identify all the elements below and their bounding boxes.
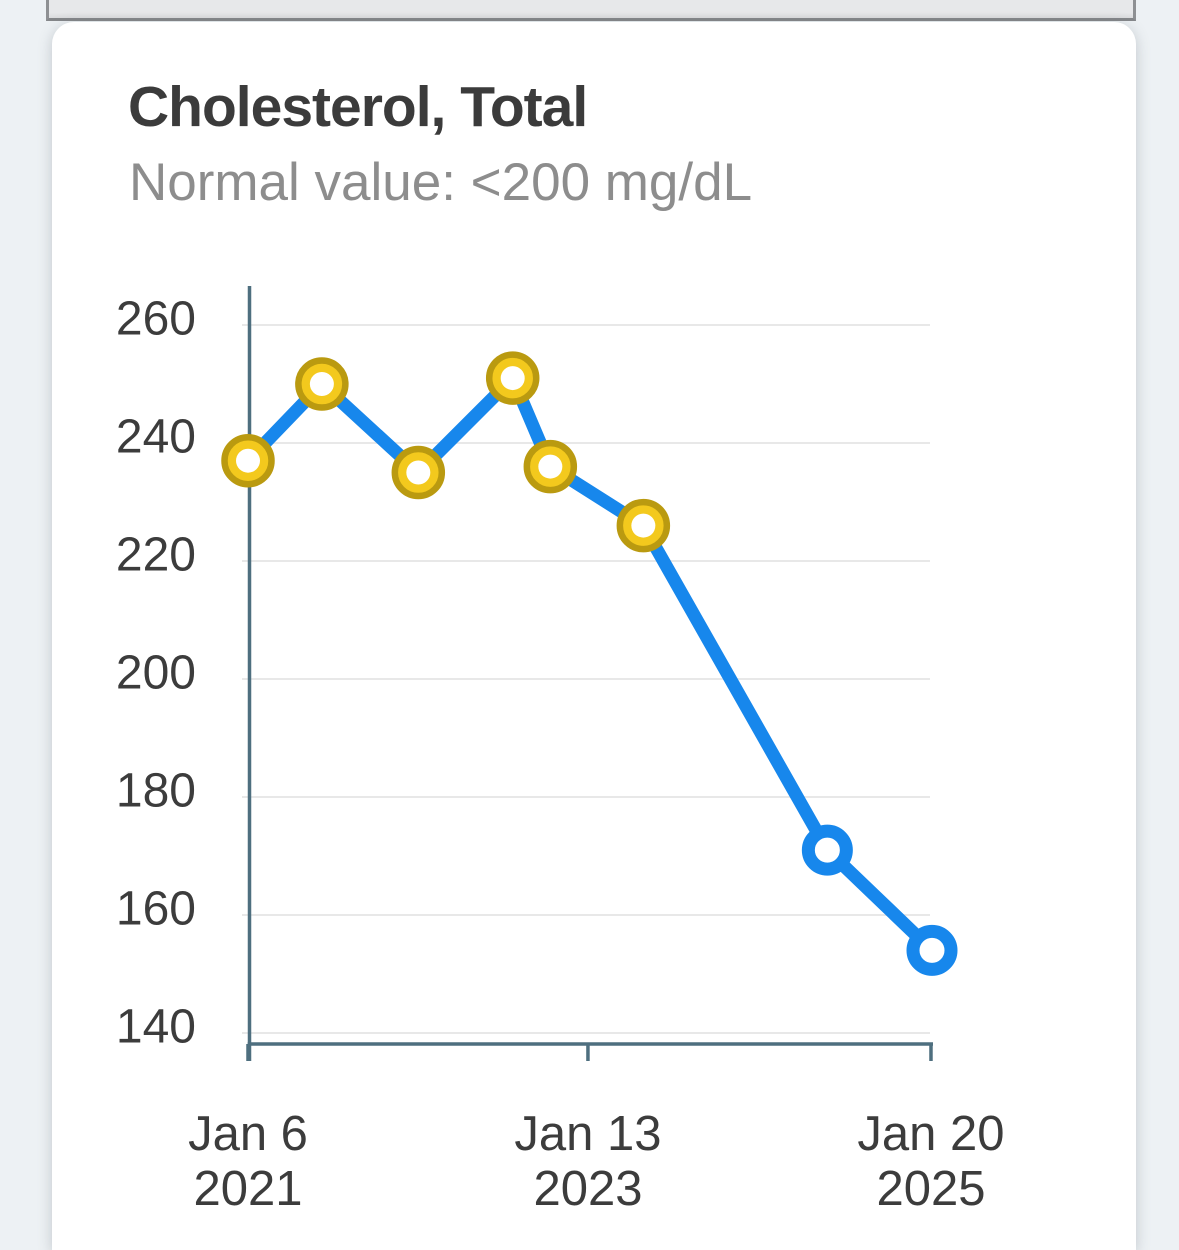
data-point-marker-hole [538, 454, 563, 479]
y-tick-label: 260 [116, 293, 196, 346]
y-tick-label: 240 [116, 411, 196, 464]
window-edge-strip [46, 0, 1136, 21]
normal-range-subtitle: Normal value: <200 mg/dL [129, 153, 753, 212]
data-point-marker-hole [309, 372, 334, 396]
x-tick-label-date: Jan 6 [188, 1107, 308, 1161]
x-tick-label-date: Jan 13 [514, 1107, 661, 1161]
data-point-marker-normal[interactable] [801, 824, 853, 876]
y-tick-label: 220 [116, 529, 196, 582]
page-title: Cholesterol, Total [128, 75, 588, 139]
x-tick-label-date: Jan 20 [857, 1107, 1004, 1161]
x-tick-label-year: 2023 [533, 1162, 642, 1216]
y-tick-label: 160 [116, 883, 196, 936]
x-tick-label-year: 2021 [193, 1162, 302, 1216]
y-tick-label: 200 [116, 647, 196, 700]
data-point-marker-hole [631, 513, 656, 538]
y-tick-label: 180 [116, 765, 196, 818]
data-point-marker-hole [500, 366, 525, 391]
data-point-marker-normal[interactable] [906, 924, 958, 976]
data-point-marker-hole [236, 448, 260, 473]
data-point-marker-hole [406, 460, 431, 485]
x-tick-label-year: 2025 [876, 1162, 985, 1216]
y-tick-label: 140 [116, 1001, 196, 1054]
